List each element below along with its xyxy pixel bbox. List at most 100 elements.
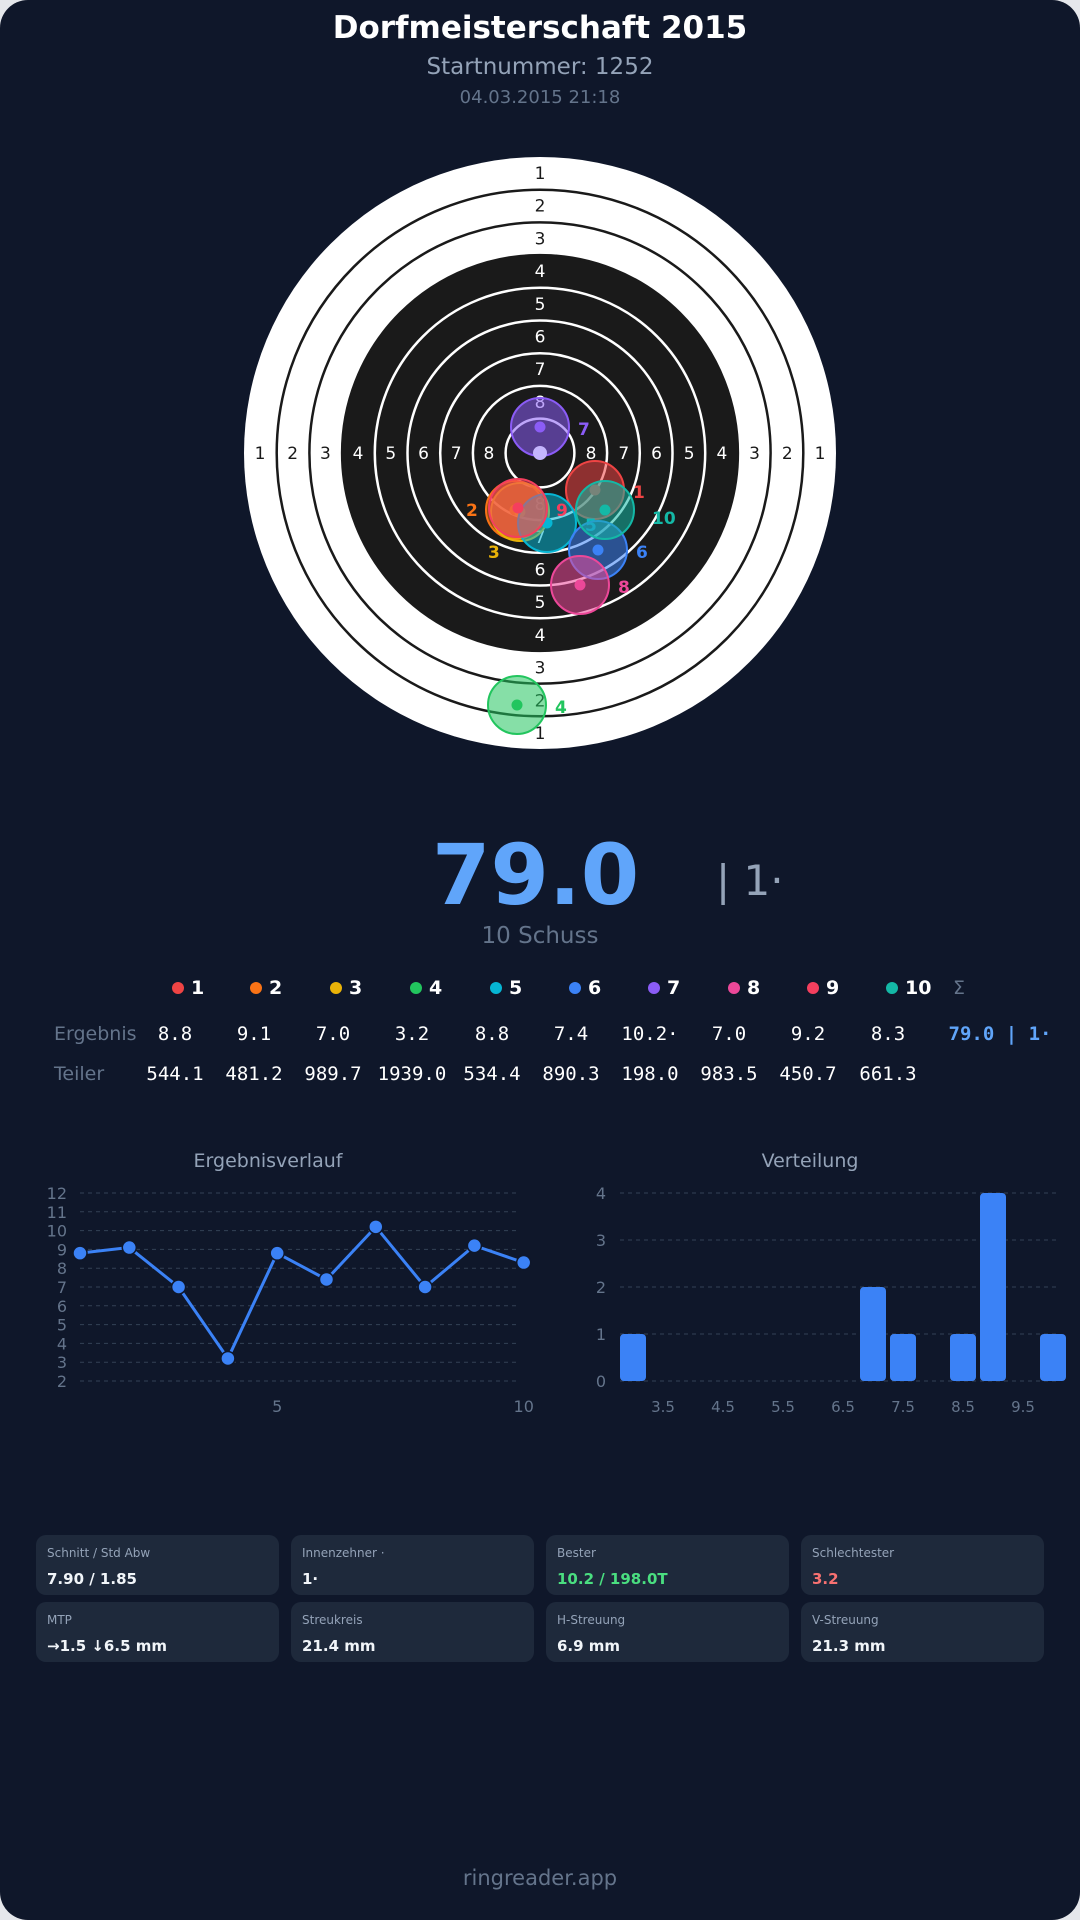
x-tick-label: 10 (514, 1397, 534, 1416)
ring-label: 1 (535, 724, 546, 744)
sum-header: Σ (953, 977, 966, 999)
ring-label: 2 (287, 444, 298, 464)
stat-card: Innenzehner · 1· (291, 1535, 534, 1595)
y-tick-label: 11 (47, 1203, 67, 1222)
ring-label: 8 (483, 444, 494, 464)
footer-link[interactable]: ringreader.app (462, 1866, 618, 1890)
ring-label: 5 (684, 444, 695, 464)
teiler-cell: 989.7 (304, 1063, 362, 1085)
data-point (417, 1279, 433, 1295)
y-tick-label: 3 (596, 1231, 606, 1250)
teiler-cell: 534.4 (463, 1063, 521, 1085)
data-point (170, 1279, 187, 1295)
stat-card: Schnitt / Std Abw 7.90 / 1.85 (36, 1535, 279, 1595)
legend-item-10: 10 (886, 977, 931, 999)
ring-label: 4 (535, 626, 546, 646)
y-tick-label: 5 (57, 1316, 67, 1335)
y-tick-label: 4 (57, 1334, 67, 1353)
shot-4-center (511, 699, 523, 711)
y-tick-label: 10 (47, 1222, 67, 1241)
ring-label: 7 (618, 444, 629, 464)
histogram-bar (860, 1287, 886, 1381)
result-cell: 8.8 (157, 1023, 193, 1045)
shot-10-center (599, 504, 611, 516)
legend-label: 6 (588, 977, 602, 999)
histogram-bar (980, 1193, 1006, 1381)
shot-7-label: 7 (578, 420, 590, 440)
page-title: Dorfmeisterschaft 2015 (332, 10, 748, 46)
data-point (72, 1245, 88, 1261)
ring-label: 4 (535, 262, 546, 282)
ring-label: 5 (385, 444, 396, 464)
stat-value: →1.5 ↓6.5 mm (47, 1637, 167, 1655)
histogram-bar (890, 1334, 916, 1381)
data-point (368, 1219, 384, 1235)
result-cell: 9.1 (236, 1023, 272, 1045)
y-tick-label: 1 (596, 1325, 606, 1344)
stat-value: 6.9 mm (557, 1637, 621, 1655)
stat-label: MTP (47, 1613, 72, 1627)
color-dot-icon (569, 982, 581, 994)
ring-label: 5 (535, 593, 546, 613)
color-dot-icon (886, 982, 898, 994)
shot-2-label: 2 (466, 501, 478, 521)
ring-label: 6 (418, 444, 429, 464)
legend-item-4: 4 (410, 977, 442, 999)
legend-item-7: 7 (648, 977, 680, 999)
legend-item-5: 5 (490, 977, 522, 999)
ring-label: 6 (651, 444, 662, 464)
data-point (466, 1237, 483, 1254)
data-point (515, 1254, 532, 1271)
legend-item-1: 1 (172, 977, 204, 999)
result-cell: 8.8 (474, 1023, 510, 1045)
ring-label: 3 (535, 229, 546, 249)
result-cell: 10.2· (621, 1023, 679, 1045)
legend-label: 3 (349, 977, 363, 999)
total-cell: 79.0 | 1· (948, 1023, 1052, 1045)
y-tick-label: 12 (47, 1184, 67, 1203)
result-cell: 7.0 (711, 1023, 747, 1045)
shot-6-label: 6 (636, 543, 648, 563)
teiler-cell: 661.3 (859, 1063, 917, 1085)
teiler-cell: 983.5 (700, 1063, 758, 1085)
result-cell: 3.2 (394, 1023, 430, 1045)
inner-ten-count: | 1· (716, 856, 784, 905)
stat-card: Schlechtester 3.2 (801, 1535, 1044, 1595)
y-tick-label: 4 (596, 1184, 606, 1203)
result-cell: 7.4 (553, 1023, 589, 1045)
y-tick-label: 3 (57, 1353, 67, 1372)
legend-item-2: 2 (250, 977, 282, 999)
stat-label: Schlechtester (812, 1546, 895, 1560)
shot-9-center (512, 502, 524, 514)
shot-7-center (534, 421, 546, 433)
bar-chart-title: Verteilung (761, 1150, 859, 1172)
shot-9-label: 9 (556, 501, 568, 521)
color-dot-icon (250, 982, 262, 994)
legend-label: 4 (429, 977, 443, 999)
ring-label: 3 (535, 659, 546, 679)
legend-item-9: 9 (807, 977, 839, 999)
stat-card: MTP →1.5 ↓6.5 mm (36, 1602, 279, 1662)
stat-card: Streukreis 21.4 mm (291, 1602, 534, 1662)
stat-value: 3.2 (812, 1570, 839, 1588)
teiler-cell: 198.0 (621, 1063, 679, 1085)
color-dot-icon (648, 982, 660, 994)
x-tick-label: 4.5 (711, 1398, 735, 1416)
ring-label: 8 (586, 444, 597, 464)
ring-label: 3 (749, 444, 760, 464)
data-point (220, 1350, 236, 1367)
stat-label: V-Streuung (812, 1613, 879, 1627)
shot-1-label: 1 (633, 483, 645, 503)
data-point (121, 1239, 138, 1256)
histogram-bar (950, 1334, 976, 1381)
teiler-cell: 481.2 (225, 1063, 283, 1085)
total-score: 79.0 (432, 826, 640, 924)
legend-label: 8 (747, 977, 761, 999)
line-chart-title: Ergebnisverlauf (193, 1150, 343, 1172)
shot-10-label: 10 (652, 509, 676, 529)
ring-label: 3 (320, 444, 331, 464)
teiler-cell: 450.7 (779, 1063, 837, 1085)
legend-label: 5 (509, 977, 523, 999)
